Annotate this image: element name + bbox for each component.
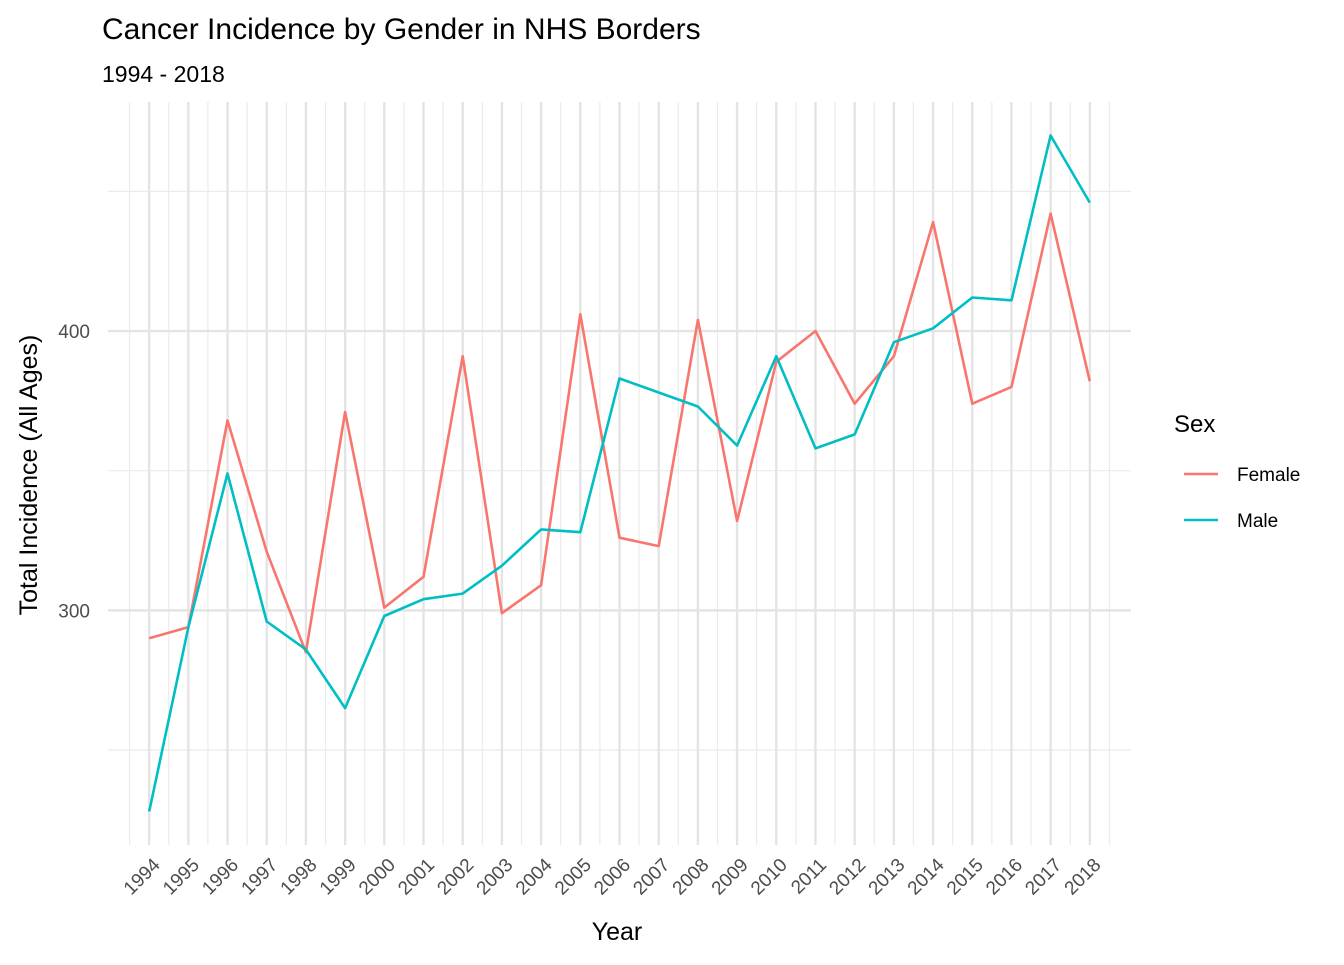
- y-tick-label: 400: [58, 322, 90, 343]
- y-axis-title: Total Incidence (All Ages): [15, 335, 43, 616]
- series-lines: [147, 134, 1092, 812]
- x-tick-label: 1994: [120, 854, 165, 899]
- x-tick-label: 2011: [787, 855, 831, 899]
- y-axis-ticks: 300 400: [58, 322, 90, 622]
- x-tick-label: 2006: [590, 855, 635, 900]
- legend-title: Sex: [1174, 411, 1215, 438]
- x-tick-label: 2018: [1061, 855, 1106, 900]
- x-tick-label: 2000: [355, 855, 400, 900]
- grid: [108, 102, 1131, 845]
- x-tick-label: 1996: [198, 855, 243, 900]
- legend: Sex Female Male: [1174, 411, 1300, 532]
- series-line-female: [148, 212, 1092, 654]
- x-tick-label: 1998: [277, 855, 322, 900]
- chart-subtitle: 1994 - 2018: [102, 61, 225, 87]
- x-tick-label: 2005: [551, 855, 596, 900]
- x-tick-label: 2003: [473, 855, 518, 900]
- x-tick-label: 1997: [238, 855, 283, 900]
- chart-title: Cancer Incidence by Gender in NHS Border…: [102, 13, 701, 46]
- x-axis-title: Year: [592, 918, 643, 946]
- x-tick-label: 2007: [629, 855, 674, 900]
- x-tick-label: 2010: [747, 855, 792, 900]
- y-tick-label: 300: [58, 601, 90, 622]
- x-tick-label: 2016: [982, 855, 1027, 900]
- x-tick-label: 2009: [708, 855, 753, 900]
- x-tick-label: 2002: [434, 855, 479, 900]
- series-line-male: [147, 134, 1091, 812]
- x-tick-label: 2013: [865, 855, 910, 900]
- x-tick-label: 2012: [825, 855, 870, 900]
- x-tick-label: 2004: [512, 854, 557, 899]
- x-tick-label: 2015: [943, 855, 988, 900]
- x-tick-label: 2014: [904, 854, 949, 899]
- x-tick-label: 2008: [669, 855, 714, 900]
- legend-label-male: Male: [1237, 511, 1278, 532]
- x-axis-ticks: 1994199519961997199819992000200120022003…: [120, 854, 1105, 899]
- legend-label-female: Female: [1237, 465, 1300, 486]
- x-tick-label: 2017: [1021, 855, 1066, 900]
- x-tick-label: 2001: [394, 855, 439, 900]
- x-tick-label: 1999: [316, 855, 361, 900]
- x-tick-label: 1995: [159, 855, 204, 900]
- legend-items: Female Male: [1184, 465, 1300, 532]
